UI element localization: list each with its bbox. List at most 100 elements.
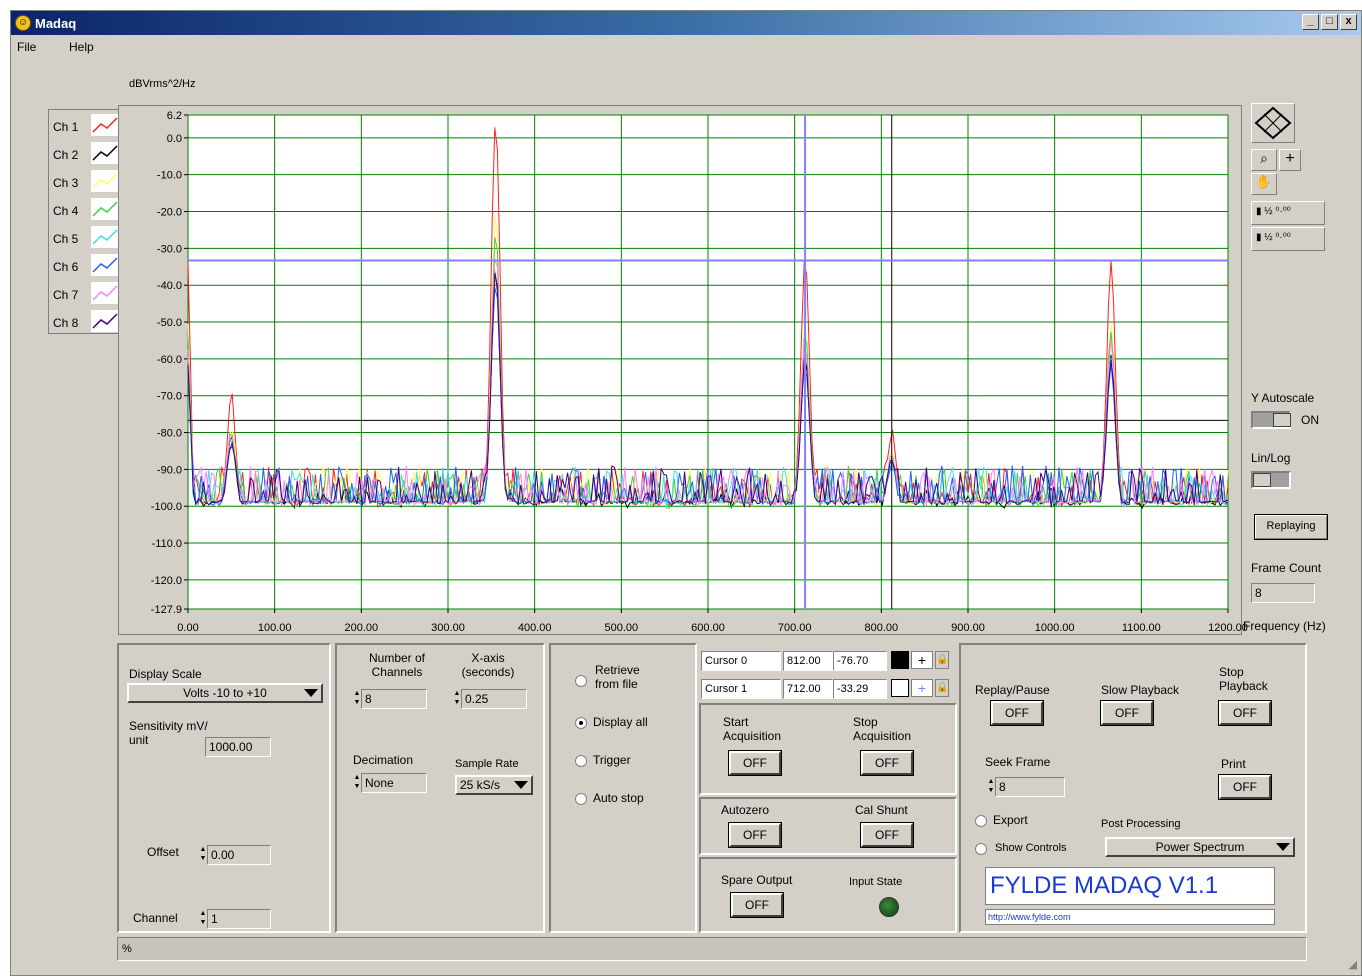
samplerate-label: Sample Rate bbox=[455, 758, 519, 770]
display-all-radio[interactable] bbox=[575, 717, 587, 729]
app-icon: ☺ bbox=[15, 15, 31, 31]
legend-item[interactable]: Ch 7 bbox=[53, 282, 119, 310]
cursor-name-field[interactable]: Cursor 1 bbox=[701, 679, 781, 699]
legend-item[interactable]: Ch 2 bbox=[53, 142, 119, 170]
legend-swatch bbox=[91, 282, 119, 304]
resize-grip-icon[interactable]: ◢ bbox=[1348, 959, 1357, 971]
cursor-x-field[interactable]: 712.00 bbox=[783, 679, 833, 699]
autozero-button[interactable]: OFF bbox=[729, 823, 781, 847]
acq-control-panel: Start Acquisition OFF Stop Acquisition O… bbox=[699, 703, 957, 795]
x-tick-label: 400.00 bbox=[518, 622, 552, 634]
samplerate-select[interactable]: 25 kS/s bbox=[455, 775, 533, 795]
maximize-button[interactable]: □ bbox=[1321, 14, 1338, 30]
plot-legend[interactable]: Ch 1 Ch 2 Ch 3 Ch 4 Ch 5 Ch 6 Ch 7 Ch 8 bbox=[48, 109, 122, 334]
y-tick-label: -127.9 bbox=[151, 604, 182, 616]
menu-file[interactable]: File bbox=[17, 40, 37, 54]
channels-field[interactable]: 8 bbox=[361, 689, 427, 709]
y-tick-label: -40.0 bbox=[157, 280, 182, 292]
cursor-y-field[interactable]: -33.29 bbox=[833, 679, 887, 699]
cursor-lock-icon[interactable]: 🔒 bbox=[935, 651, 949, 669]
x-tick-label: 700.00 bbox=[778, 622, 812, 634]
channel-field[interactable]: 1 bbox=[207, 909, 271, 929]
stop-acq-button[interactable]: OFF bbox=[861, 751, 913, 775]
minimize-button[interactable]: _ bbox=[1302, 14, 1319, 30]
legend-label: Ch 4 bbox=[53, 204, 79, 218]
x-tick-label: 100.00 bbox=[258, 622, 292, 634]
brand-url-link[interactable]: http://www.fylde.com bbox=[985, 909, 1275, 925]
retrieve-radio[interactable] bbox=[575, 675, 587, 687]
export-radio[interactable] bbox=[975, 815, 987, 827]
cursor-color-swatch[interactable] bbox=[891, 679, 909, 697]
seek-frame-spinner[interactable]: ▲ ▼ bbox=[987, 778, 995, 794]
menu-help[interactable]: Help bbox=[69, 40, 94, 54]
x-tick-label: 1100.00 bbox=[1122, 622, 1161, 634]
post-processing-select[interactable]: Power Spectrum bbox=[1105, 837, 1295, 857]
trigger-label: Trigger bbox=[593, 753, 631, 767]
legend-item[interactable]: Ch 5 bbox=[53, 226, 119, 254]
cursor-style-icon[interactable]: + bbox=[911, 679, 933, 697]
legend-swatch bbox=[91, 310, 119, 332]
cursor-style-icon[interactable]: + bbox=[911, 651, 933, 669]
legend-label: Ch 7 bbox=[53, 288, 79, 302]
cursor-name-field[interactable]: Cursor 0 bbox=[701, 651, 781, 671]
sensitivity-field[interactable]: 1000.00 bbox=[205, 737, 271, 757]
show-controls-radio[interactable] bbox=[975, 843, 987, 855]
legend-label: Ch 5 bbox=[53, 232, 79, 246]
close-button[interactable]: x bbox=[1340, 14, 1357, 30]
legend-item[interactable]: Ch 8 bbox=[53, 310, 119, 338]
linlog-toggle[interactable] bbox=[1251, 471, 1291, 489]
spare-output-button[interactable]: OFF bbox=[731, 893, 783, 917]
start-acq-label: Start Acquisition bbox=[723, 715, 782, 743]
cursor-x-field[interactable]: 812.00 bbox=[783, 651, 833, 671]
legend-item[interactable]: Ch 1 bbox=[53, 114, 119, 142]
print-button[interactable]: OFF bbox=[1219, 775, 1271, 799]
legend-item[interactable]: Ch 3 bbox=[53, 170, 119, 198]
seek-frame-field[interactable]: 8 bbox=[995, 777, 1065, 797]
zoom-icon[interactable]: ⌕ bbox=[1251, 149, 1277, 171]
decimation-field[interactable]: None bbox=[361, 773, 427, 793]
cursor-color-swatch[interactable] bbox=[891, 651, 909, 669]
offset-spinner[interactable]: ▲ ▼ bbox=[199, 846, 207, 862]
channels-spinner[interactable]: ▲ ▼ bbox=[353, 690, 361, 706]
y-autoscale-toggle[interactable] bbox=[1251, 411, 1291, 429]
cursor-y-field[interactable]: -76.70 bbox=[833, 651, 887, 671]
window-title: Madaq bbox=[35, 16, 77, 31]
auto-stop-radio[interactable] bbox=[575, 793, 587, 805]
start-acq-button[interactable]: OFF bbox=[729, 751, 781, 775]
legend-item[interactable]: Ch 4 bbox=[53, 198, 119, 226]
channel-spinner[interactable]: ▲ ▼ bbox=[199, 910, 207, 926]
seek-frame-label: Seek Frame bbox=[985, 755, 1051, 769]
replaying-indicator[interactable]: Replaying bbox=[1255, 515, 1327, 539]
pan-tool-button[interactable] bbox=[1251, 103, 1295, 143]
x-tick-label: 1000.00 bbox=[1035, 622, 1075, 634]
hand-icon[interactable]: ✋ bbox=[1251, 173, 1277, 195]
trigger-radio[interactable] bbox=[575, 755, 587, 767]
replay-pause-button[interactable]: OFF bbox=[991, 701, 1043, 725]
progress-bar: % bbox=[117, 937, 1307, 961]
xaxis-field[interactable]: 0.25 bbox=[461, 689, 527, 709]
x-tick-label: 1200.00 bbox=[1208, 622, 1248, 634]
x-tick-label: 0.00 bbox=[177, 622, 198, 634]
cursor-lock-icon[interactable]: 🔒 bbox=[935, 679, 949, 697]
decimation-spinner[interactable]: ▲ ▼ bbox=[353, 774, 361, 790]
legend-item[interactable]: Ch 6 bbox=[53, 254, 119, 282]
legend-swatch bbox=[91, 198, 119, 220]
y-tick-label: -60.0 bbox=[157, 354, 182, 366]
y-tick-label: 6.2 bbox=[167, 110, 182, 122]
xaxis-spinner[interactable]: ▲ ▼ bbox=[453, 690, 461, 706]
slow-playback-button[interactable]: OFF bbox=[1101, 701, 1153, 725]
stop-playback-button[interactable]: OFF bbox=[1219, 701, 1271, 725]
retrieve-label: Retrieve from file bbox=[595, 663, 640, 691]
cal-shunt-button[interactable]: OFF bbox=[861, 823, 913, 847]
crosshair-icon[interactable]: + bbox=[1279, 149, 1301, 171]
display-scale-select[interactable]: Volts -10 to +10 bbox=[127, 683, 323, 703]
y-tick-label: -80.0 bbox=[157, 428, 182, 440]
x-unit-label: Frequency (Hz) bbox=[1243, 619, 1326, 633]
y-format-button[interactable]: ▮ ½ ⁰·⁰⁰ bbox=[1251, 227, 1325, 251]
offset-field[interactable]: 0.00 bbox=[207, 845, 271, 865]
x-tick-label: 600.00 bbox=[691, 622, 725, 634]
y-autoscale-state: ON bbox=[1301, 413, 1319, 427]
spectrum-plot[interactable]: 6.2 0.0 -10.0 -20.0 -30.0 -40.0 -50.0 -60.0 -70.… bbox=[118, 105, 1268, 645]
legend-swatch bbox=[91, 254, 119, 276]
x-format-button[interactable]: ▮ ½ ⁰·⁰⁰ bbox=[1251, 201, 1325, 225]
